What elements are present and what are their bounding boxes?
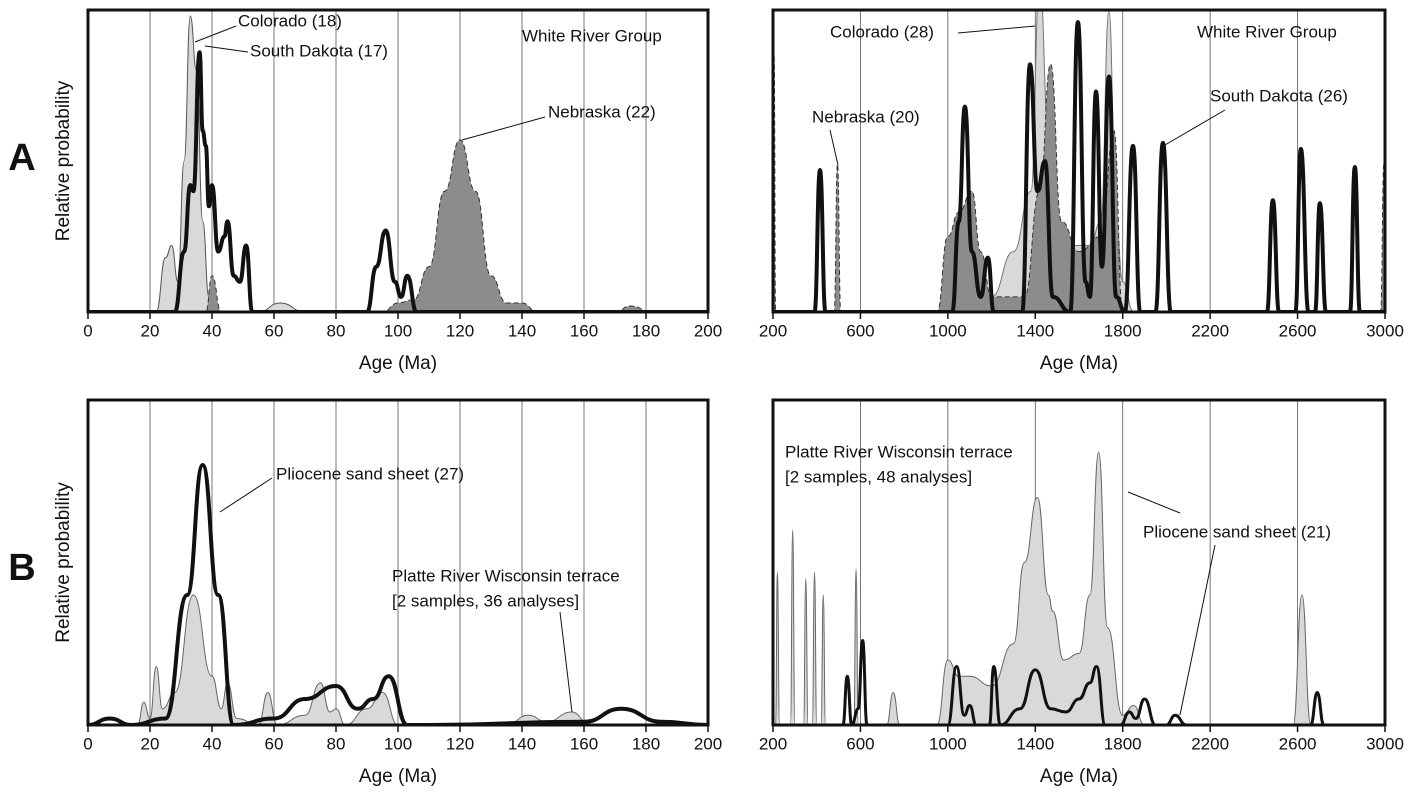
- series-label: Platte River Wisconsin terrace: [392, 566, 620, 585]
- x-axis-label: Age (Ma): [359, 766, 437, 787]
- x-tick-label: 1400: [1016, 321, 1054, 340]
- annotation: White River Group: [1197, 22, 1337, 41]
- annotation: White River Group: [522, 26, 662, 45]
- series-label: South Dakota (17): [250, 41, 388, 60]
- panel-label: A: [8, 137, 35, 179]
- x-tick-label: 160: [570, 734, 598, 753]
- x-tick-label: 180: [632, 734, 660, 753]
- series-label: [2 samples, 48 analyses]: [785, 467, 972, 486]
- leader-line: [1127, 491, 1181, 514]
- leader-line: [194, 25, 237, 43]
- x-tick-label: 160: [570, 321, 598, 340]
- x-tick-label: 120: [446, 321, 474, 340]
- x-tick-label: 180: [632, 321, 660, 340]
- density-area: [773, 452, 1385, 725]
- density-line: [88, 463, 708, 725]
- leader-line: [829, 129, 839, 166]
- x-tick-label: 20: [141, 321, 160, 340]
- y-axis-label: Relative probability: [53, 482, 74, 643]
- x-tick-label: 200: [759, 321, 787, 340]
- x-tick-label: 3000: [1366, 321, 1404, 340]
- chart: 200 600 1000 1400 1800 2200 2600 3000 Platte Riv…: [759, 398, 1404, 787]
- density-line: [88, 50, 708, 312]
- x-tick-label: 140: [508, 734, 536, 753]
- leader-line: [957, 25, 1036, 34]
- x-tick-label: 2200: [1191, 734, 1229, 753]
- series-label: Pliocene sand sheet (21): [1143, 522, 1331, 541]
- plot-frame: [86, 8, 710, 314]
- leader-line: [219, 477, 273, 513]
- leader-line: [559, 611, 573, 713]
- x-tick-label: 20: [141, 734, 160, 753]
- density-line: [773, 639, 1385, 725]
- leader-line: [1164, 109, 1226, 146]
- x-tick-label: 0: [83, 734, 92, 753]
- x-tick-label: 200: [759, 734, 787, 753]
- x-tick-label: 600: [846, 734, 874, 753]
- x-tick-label: 80: [327, 321, 346, 340]
- x-tick-label: 100: [384, 734, 412, 753]
- x-axis-label: Age (Ma): [1040, 766, 1118, 787]
- x-tick-label: 2600: [1279, 734, 1317, 753]
- x-tick-label: 600: [846, 321, 874, 340]
- x-tick-label: 40: [203, 321, 222, 340]
- x-tick-label: 60: [265, 321, 284, 340]
- x-tick-label: 2200: [1191, 321, 1229, 340]
- plot-frame: [86, 398, 710, 727]
- panel-label: B: [8, 547, 35, 589]
- x-tick-label: 60: [265, 734, 284, 753]
- x-tick-label: 1800: [1104, 734, 1142, 753]
- series-label: Pliocene sand sheet (27): [276, 464, 464, 483]
- chart: 0 20 40 60 80 100 120 140 160 180 200 Platte River …: [8, 398, 722, 787]
- x-tick-label: 1400: [1016, 734, 1054, 753]
- x-tick-label: 200: [694, 734, 722, 753]
- chart: 0 20 40 60 80 100 120 140 160 180 200 Colorado (18)…: [8, 8, 722, 374]
- density-line: [773, 20, 1385, 312]
- x-tick-label: 0: [83, 321, 92, 340]
- plot-frame: [771, 8, 1387, 314]
- x-tick-label: 140: [508, 321, 536, 340]
- x-tick-label: 1000: [929, 321, 967, 340]
- y-axis-label: Relative probability: [53, 80, 74, 241]
- x-tick-label: 100: [384, 321, 412, 340]
- chart: 200 600 1000 1400 1800 2200 2600 3000 Colorado (…: [759, 8, 1404, 374]
- series-label: South Dakota (26): [1210, 86, 1348, 105]
- x-tick-label: 40: [203, 734, 222, 753]
- x-tick-label: 80: [327, 734, 346, 753]
- leader-line: [461, 116, 546, 141]
- series-label: Colorado (28): [830, 22, 934, 41]
- x-axis-label: Age (Ma): [359, 353, 437, 374]
- x-tick-label: 200: [694, 321, 722, 340]
- x-axis-label: Age (Ma): [1040, 353, 1118, 374]
- density-line: [773, 451, 1385, 725]
- plot-frame: [771, 398, 1387, 727]
- x-tick-label: 1000: [929, 734, 967, 753]
- series-label: Nebraska (20): [812, 107, 920, 126]
- series-label: [2 samples, 36 analyses]: [392, 591, 579, 610]
- series-label: Platte River Wisconsin terrace: [785, 442, 1013, 461]
- x-tick-label: 1800: [1104, 321, 1142, 340]
- leader-line: [1179, 544, 1216, 716]
- x-tick-label: 120: [446, 734, 474, 753]
- x-tick-label: 2600: [1279, 321, 1317, 340]
- series-label: Nebraska (22): [548, 102, 656, 121]
- density-area: [773, 52, 1385, 312]
- series-label: Colorado (18): [238, 11, 342, 30]
- leader-line: [204, 45, 249, 53]
- x-tick-label: 3000: [1366, 734, 1404, 753]
